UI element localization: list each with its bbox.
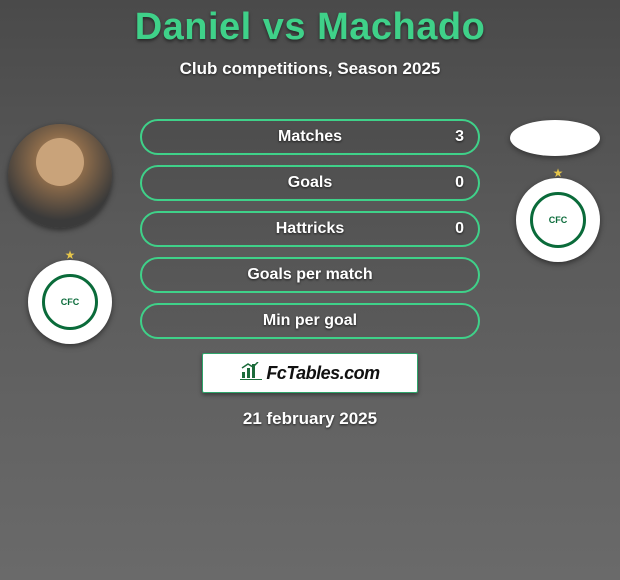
- star-icon: ★: [65, 248, 76, 262]
- chart-icon: [240, 362, 262, 385]
- watermark-text: FcTables.com: [266, 363, 379, 384]
- player-right-avatar: [510, 120, 600, 156]
- stat-row-goals: Goals 0: [140, 165, 480, 201]
- stat-label: Min per goal: [263, 312, 357, 330]
- stat-label: Goals per match: [247, 266, 372, 284]
- page-title: Daniel vs Machado: [0, 0, 620, 49]
- date-label: 21 february 2025: [0, 409, 620, 429]
- stat-value-right: 3: [455, 128, 464, 146]
- stat-value-right: 0: [455, 174, 464, 192]
- stat-row-goals-per-match: Goals per match: [140, 257, 480, 293]
- stat-row-matches: Matches 3: [140, 119, 480, 155]
- star-icon: ★: [553, 166, 564, 180]
- watermark-badge: FcTables.com: [202, 353, 418, 393]
- player-left-club-badge: ★ CFC: [28, 260, 112, 344]
- stat-row-hattricks: Hattricks 0: [140, 211, 480, 247]
- player-left-avatar: [8, 124, 112, 228]
- player-right-club-badge: ★ CFC: [516, 178, 600, 262]
- club-badge-inner: CFC: [42, 274, 98, 330]
- stat-value-right: 0: [455, 220, 464, 238]
- stat-label: Goals: [288, 174, 332, 192]
- subtitle: Club competitions, Season 2025: [0, 59, 620, 79]
- club-badge-inner: CFC: [530, 192, 586, 248]
- stat-row-min-per-goal: Min per goal: [140, 303, 480, 339]
- stat-label: Hattricks: [276, 220, 344, 238]
- comparison-card: Daniel vs Machado Club competitions, Sea…: [0, 0, 620, 580]
- stat-label: Matches: [278, 128, 342, 146]
